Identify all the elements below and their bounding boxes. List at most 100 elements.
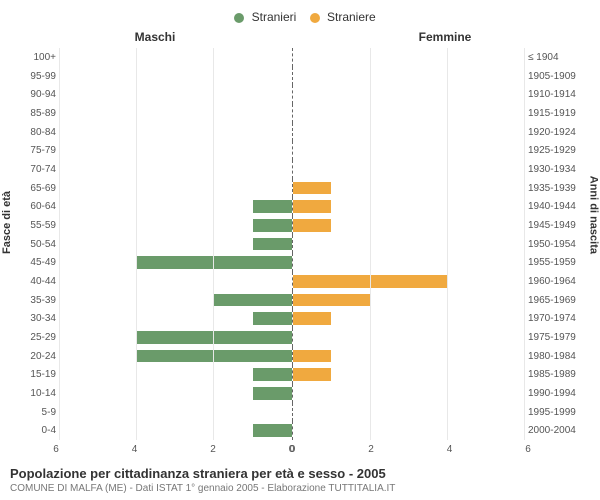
legend-label-male: Stranieri (252, 10, 297, 24)
male-cell (60, 216, 293, 235)
female-cell (293, 309, 525, 328)
birth-label: 2000-2004 (524, 425, 590, 436)
x-tick-label: 2 (368, 444, 374, 455)
age-row: 55-59 1945-1949 (10, 216, 590, 235)
age-row: 45-491955-1959 (10, 253, 590, 272)
age-row: 35-39 1965-1969 (10, 291, 590, 310)
birth-label: 1965-1969 (524, 295, 590, 306)
male-cell (60, 67, 293, 86)
age-row: 100+≤ 1904 (10, 48, 590, 67)
x-axis-left: 0246 (56, 440, 293, 460)
female-cell (293, 179, 525, 198)
age-row: 70-741930-1934 (10, 160, 590, 179)
chart-subtitle: COMUNE DI MALFA (ME) - Dati ISTAT 1° gen… (10, 483, 590, 494)
age-row: 5-9 1995-1999 (10, 403, 590, 422)
chart-legend: Stranieri Straniere (10, 8, 590, 30)
birth-label: 1940-1944 (524, 201, 590, 212)
female-cell (293, 347, 525, 366)
birth-label: 1925-1929 (524, 145, 590, 156)
birth-label: 1920-1924 (524, 127, 590, 138)
female-cell (293, 384, 525, 403)
female-cell (293, 253, 525, 272)
age-row: 40-44 1960-1964 (10, 272, 590, 291)
age-label: 35-39 (10, 295, 60, 306)
male-bar (253, 387, 292, 400)
male-cell (60, 48, 293, 67)
age-row: 90-941910-1914 (10, 85, 590, 104)
female-cell (293, 67, 525, 86)
female-cell (293, 197, 525, 216)
age-row: 95-99 1905-1909 (10, 67, 590, 86)
male-bar (253, 312, 292, 325)
birth-label: 1910-1914 (524, 89, 590, 100)
birth-label: 1905-1909 (524, 71, 590, 82)
female-cell (293, 365, 525, 384)
female-cell (293, 141, 525, 160)
birth-label: 1990-1994 (524, 388, 590, 399)
age-label: 40-44 (10, 276, 60, 287)
age-label: 80-84 (10, 127, 60, 138)
x-tick-label: 6 (53, 444, 59, 455)
male-cell (60, 123, 293, 142)
x-axis-right: 0246 (293, 440, 529, 460)
legend-swatch-female (310, 13, 320, 23)
age-row: 75-791925-1929 (10, 141, 590, 160)
age-row: 25-291975-1979 (10, 328, 590, 347)
male-bar (253, 219, 292, 232)
male-cell (60, 309, 293, 328)
female-bar (293, 182, 332, 195)
female-bar (293, 312, 332, 325)
age-label: 85-89 (10, 108, 60, 119)
age-row: 20-241980-1984 (10, 347, 590, 366)
birth-label: 1930-1934 (524, 164, 590, 175)
age-label: 95-99 (10, 71, 60, 82)
age-label: 60-64 (10, 201, 60, 212)
female-cell (293, 123, 525, 142)
x-axis: 0246 0246 (10, 440, 590, 460)
x-tick-label: 4 (132, 444, 138, 455)
age-label: 45-49 (10, 257, 60, 268)
age-label: 65-69 (10, 183, 60, 194)
birth-label: 1995-1999 (524, 407, 590, 418)
birth-label: 1915-1919 (524, 108, 590, 119)
chart-title: Popolazione per cittadinanza straniera p… (10, 466, 590, 481)
female-cell (293, 216, 525, 235)
age-row: 50-541950-1954 (10, 235, 590, 254)
male-cell (60, 384, 293, 403)
age-label: 5-9 (10, 407, 60, 418)
male-cell (60, 365, 293, 384)
male-cell (60, 253, 293, 272)
age-row: 15-191985-1989 (10, 365, 590, 384)
birth-label: 1945-1949 (524, 220, 590, 231)
age-label: 100+ (10, 52, 60, 63)
birth-label: 1970-1974 (524, 313, 590, 324)
male-bar (253, 200, 292, 213)
age-label: 20-24 (10, 351, 60, 362)
age-label: 30-34 (10, 313, 60, 324)
age-row: 30-34 1970-1974 (10, 309, 590, 328)
birth-label: 1960-1964 (524, 276, 590, 287)
male-cell (60, 235, 293, 254)
female-cell (293, 104, 525, 123)
age-label: 0-4 (10, 425, 60, 436)
birth-label: 1975-1979 (524, 332, 590, 343)
x-tick-label: 4 (447, 444, 453, 455)
male-cell (60, 347, 293, 366)
female-cell (293, 235, 525, 254)
age-row: 65-691935-1939 (10, 179, 590, 198)
panel-titles: Maschi Femmine (10, 30, 590, 48)
x-tick-label: 2 (210, 444, 216, 455)
age-label: 15-19 (10, 369, 60, 380)
population-pyramid-chart: Fasce di età Anni di nascita 100+≤ 19049… (10, 48, 590, 460)
female-cell (293, 291, 525, 310)
age-label: 50-54 (10, 239, 60, 250)
female-cell (293, 85, 525, 104)
male-bar (253, 424, 292, 437)
male-cell (60, 160, 293, 179)
panel-title-left: Maschi (10, 30, 300, 44)
male-cell (60, 421, 293, 440)
female-cell (293, 272, 525, 291)
male-cell (60, 291, 293, 310)
age-row: 85-89 1915-1919 (10, 104, 590, 123)
age-label: 55-59 (10, 220, 60, 231)
